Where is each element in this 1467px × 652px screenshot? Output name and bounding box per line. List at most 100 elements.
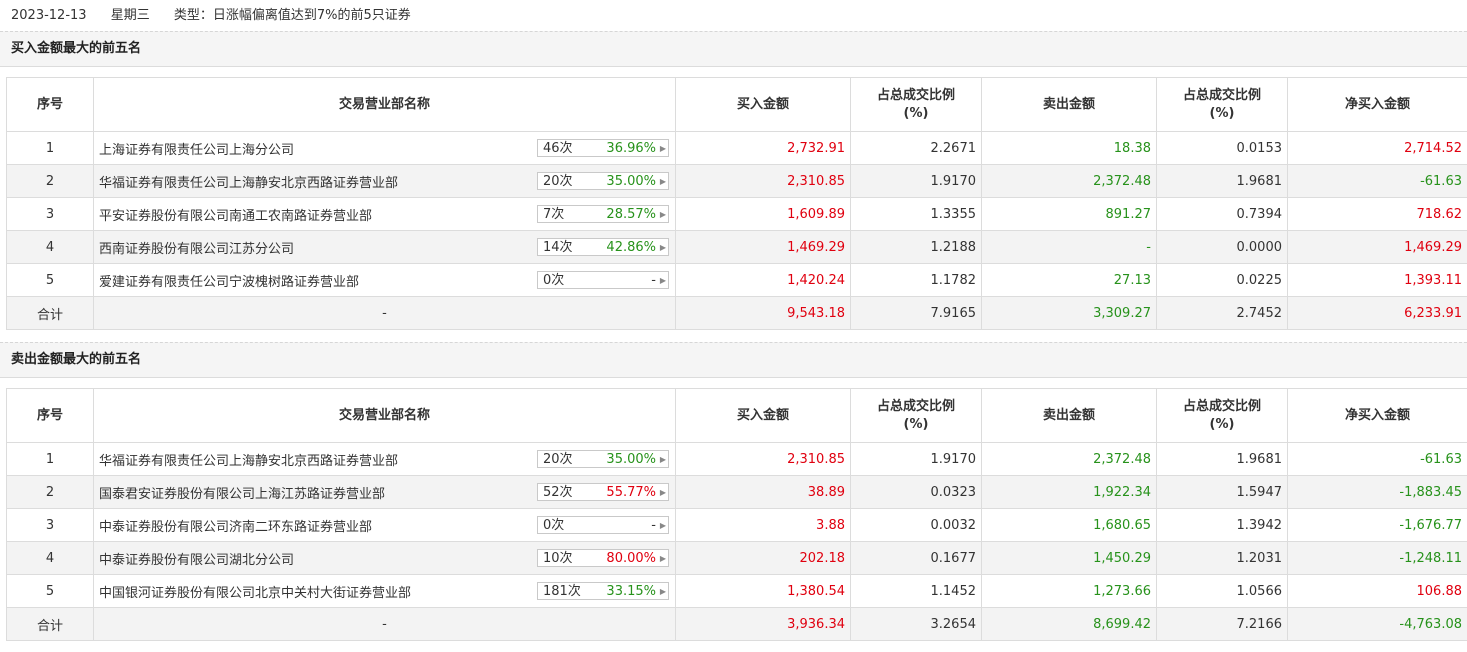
col-header-buy: 买入金额 — [675, 388, 851, 443]
broker-stat-box[interactable]: 0次 - ▶ — [537, 271, 669, 289]
table-row: 3 平安证券股份有限公司南通工农南路证券营业部 7次 28.57% ▶ 1,60… — [6, 197, 1467, 231]
broker-stat-box[interactable]: 0次 - ▶ — [537, 516, 669, 534]
broker-stat-box[interactable]: 52次 55.77% ▶ — [537, 483, 669, 501]
col-header-net: 净买入金额 — [1287, 77, 1467, 132]
buy-ratio: 1.1782 — [850, 263, 982, 297]
broker-stat-box[interactable]: 14次 42.86% ▶ — [537, 238, 669, 256]
buy-amount: 2,310.85 — [675, 164, 851, 198]
sell-amount: 1,273.66 — [981, 574, 1157, 608]
broker-stat-box[interactable]: 10次 80.00% ▶ — [537, 549, 669, 567]
broker-cell: 华福证券有限责任公司上海静安北京西路证券营业部 20次 35.00% ▶ — [93, 442, 676, 476]
trade-count: 46次 — [543, 141, 573, 156]
broker-stat-box[interactable]: 7次 28.57% ▶ — [537, 205, 669, 223]
net-buy-amount: 2,714.52 — [1287, 131, 1467, 165]
row-index: 1 — [6, 442, 94, 476]
sell-ratio: 1.9681 — [1156, 164, 1288, 198]
total-buy-amount: 9,543.18 — [675, 296, 851, 330]
col-header-sell: 卖出金额 — [981, 77, 1157, 132]
total-sell-amount: 8,699.42 — [981, 607, 1157, 641]
net-buy-amount: -1,248.11 — [1287, 541, 1467, 575]
sell-top5-table: 序号 交易营业部名称 买入金额 占总成交比例 (%) 卖出金额 占总成交比例 (%)… — [6, 388, 1467, 641]
success-rate: 80.00% — [606, 551, 656, 566]
success-rate: 33.15% — [606, 584, 656, 599]
broker-stat-box[interactable]: 20次 35.00% ▶ — [537, 450, 669, 468]
total-net-buy-amount: 6,233.91 — [1287, 296, 1467, 330]
net-buy-amount: 1,469.29 — [1287, 230, 1467, 264]
table-row: 4 西南证券股份有限公司江苏分公司 14次 42.86% ▶ 1,469.29 … — [6, 230, 1467, 264]
broker-name-link[interactable]: 西南证券股份有限公司江苏分公司 — [99, 241, 295, 257]
broker-stat-box[interactable]: 181次 33.15% ▶ — [537, 582, 669, 600]
buy-ratio: 1.9170 — [850, 164, 982, 198]
total-buy-ratio: 3.2654 — [850, 607, 982, 641]
sell-ratio: 1.3942 — [1156, 508, 1288, 542]
sell-amount: 891.27 — [981, 197, 1157, 231]
success-rate: 35.00% — [606, 452, 656, 467]
total-sell-ratio: 2.7452 — [1156, 296, 1288, 330]
row-index: 5 — [6, 574, 94, 608]
sell-amount: - — [981, 230, 1157, 264]
col-header-buy-pct-label: 占总成交比例 — [876, 398, 955, 414]
sell-ratio: 1.2031 — [1156, 541, 1288, 575]
broker-name-link[interactable]: 华福证券有限责任公司上海静安北京西路证券营业部 — [99, 453, 399, 469]
trade-weekday: 星期三 — [110, 8, 150, 23]
broker-name-link[interactable]: 中国银河证券股份有限公司北京中关村大街证券营业部 — [99, 585, 412, 601]
total-buy-ratio: 7.9165 — [850, 296, 982, 330]
col-header-buy-pct-unit: (%) — [903, 105, 929, 121]
caret-right-icon: ▶ — [659, 177, 666, 186]
caret-right-icon: ▶ — [659, 521, 666, 530]
broker-stat-box[interactable]: 46次 36.96% ▶ — [537, 139, 669, 157]
caret-right-icon: ▶ — [659, 488, 666, 497]
col-header-sell: 卖出金额 — [981, 388, 1157, 443]
trade-date: 2023-12-13 — [11, 8, 87, 23]
table-header-row: 序号 交易营业部名称 买入金额 占总成交比例 (%) 卖出金额 占总成交比例 (%)… — [6, 77, 1467, 132]
table-header-row: 序号 交易营业部名称 买入金额 占总成交比例 (%) 卖出金额 占总成交比例 (%)… — [6, 388, 1467, 443]
broker-name-link[interactable]: 中泰证券股份有限公司湖北分公司 — [99, 552, 295, 568]
broker-name-link[interactable]: 爱建证券有限责任公司宁波槐树路证券营业部 — [99, 274, 360, 290]
net-buy-amount: 718.62 — [1287, 197, 1467, 231]
net-buy-amount: -1,676.77 — [1287, 508, 1467, 542]
broker-cell: 平安证券股份有限公司南通工农南路证券营业部 7次 28.57% ▶ — [93, 197, 676, 231]
trade-count: 20次 — [543, 174, 573, 189]
caret-right-icon: ▶ — [659, 276, 666, 285]
broker-name-link[interactable]: 华福证券有限责任公司上海静安北京西路证券营业部 — [99, 175, 399, 191]
broker-name-link[interactable]: 中泰证券股份有限公司济南二环东路证券营业部 — [99, 519, 373, 535]
col-header-buy-pct: 占总成交比例 (%) — [850, 77, 982, 132]
table-row: 1 华福证券有限责任公司上海静安北京西路证券营业部 20次 35.00% ▶ 2… — [6, 442, 1467, 476]
net-buy-amount: -1,883.45 — [1287, 475, 1467, 509]
broker-stat-box[interactable]: 20次 35.00% ▶ — [537, 172, 669, 190]
row-index: 1 — [6, 131, 94, 165]
col-header-broker: 交易营业部名称 — [93, 77, 676, 132]
broker-name-link[interactable]: 国泰君安证券股份有限公司上海江苏路证券营业部 — [99, 486, 386, 502]
buy-ratio: 1.9170 — [850, 442, 982, 476]
net-buy-amount: -61.63 — [1287, 164, 1467, 198]
table-row: 4 中泰证券股份有限公司湖北分公司 10次 80.00% ▶ 202.18 0.… — [6, 541, 1467, 575]
buy-amount: 1,609.89 — [675, 197, 851, 231]
caret-right-icon: ▶ — [659, 210, 666, 219]
buy-amount: 38.89 — [675, 475, 851, 509]
sell-amount: 1,680.65 — [981, 508, 1157, 542]
buy-amount: 1,420.24 — [675, 263, 851, 297]
sell-ratio: 0.0153 — [1156, 131, 1288, 165]
row-index: 4 — [6, 230, 94, 264]
buy-ratio: 2.2671 — [850, 131, 982, 165]
broker-name-link[interactable]: 平安证券股份有限公司南通工农南路证券营业部 — [99, 208, 373, 224]
sell-ratio: 0.7394 — [1156, 197, 1288, 231]
trade-count: 0次 — [543, 273, 565, 288]
caret-right-icon: ▶ — [659, 587, 666, 596]
col-header-net: 净买入金额 — [1287, 388, 1467, 443]
buy-ratio: 1.1452 — [850, 574, 982, 608]
sell-amount: 1,922.34 — [981, 475, 1157, 509]
broker-cell: 中国银河证券股份有限公司北京中关村大街证券营业部 181次 33.15% ▶ — [93, 574, 676, 608]
buy-amount: 2,732.91 — [675, 131, 851, 165]
col-header-sell-pct-unit: (%) — [1209, 416, 1235, 432]
buy-top5-table: 序号 交易营业部名称 买入金额 占总成交比例 (%) 卖出金额 占总成交比例 (%)… — [6, 77, 1467, 330]
sell-amount: 2,372.48 — [981, 442, 1157, 476]
trade-count: 20次 — [543, 452, 573, 467]
col-header-index: 序号 — [6, 388, 94, 443]
table-row: 5 爱建证券有限责任公司宁波槐树路证券营业部 0次 - ▶ 1,420.24 1… — [6, 263, 1467, 297]
trade-count: 181次 — [543, 584, 581, 599]
col-header-buy-pct: 占总成交比例 (%) — [850, 388, 982, 443]
broker-name-link[interactable]: 上海证券有限责任公司上海分公司 — [99, 142, 295, 158]
trade-count: 10次 — [543, 551, 573, 566]
row-index: 5 — [6, 263, 94, 297]
